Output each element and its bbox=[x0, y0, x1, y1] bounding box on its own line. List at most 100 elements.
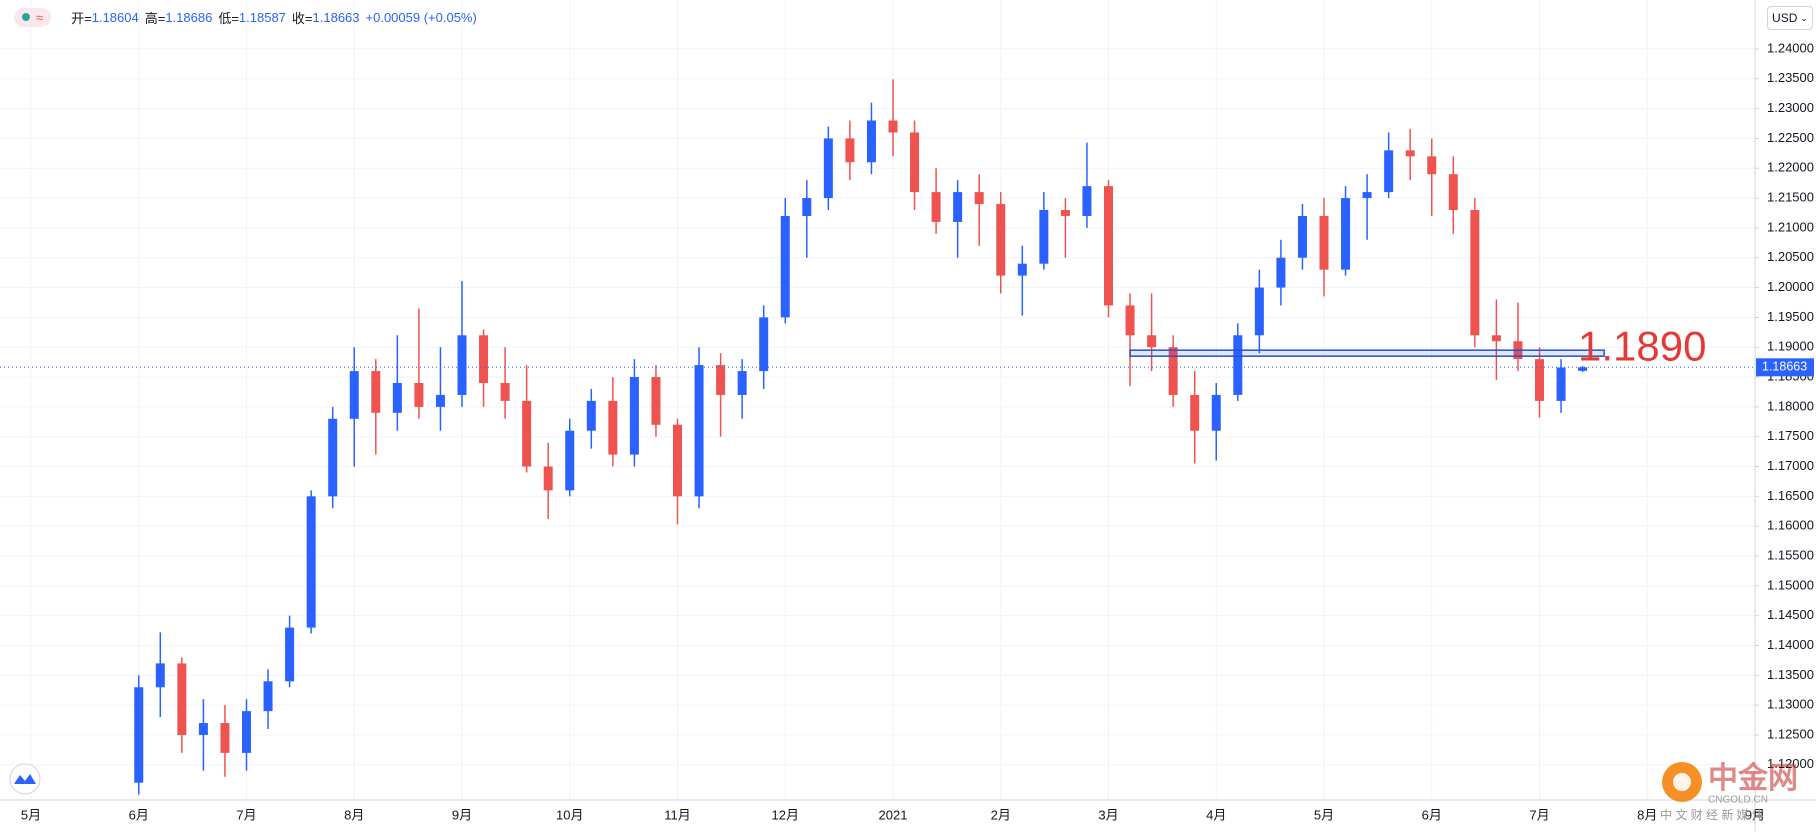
candle-body bbox=[694, 365, 704, 497]
level-box bbox=[1129, 349, 1605, 357]
x-tick-label: 8月 bbox=[1637, 807, 1657, 822]
candle-body bbox=[1168, 347, 1178, 395]
ohlc-value: 1.18587 bbox=[238, 9, 286, 25]
candle-body bbox=[220, 723, 230, 753]
candle-body bbox=[716, 365, 726, 395]
y-tick-label: 1.21500 bbox=[1767, 189, 1814, 204]
candle-body bbox=[543, 466, 553, 491]
watermark-logo-inner bbox=[1673, 773, 1691, 791]
y-tick-label: 1.15500 bbox=[1767, 547, 1814, 562]
watermark: 中金网 CNGOLD.CN 中 文 财 经 新 媒 体 bbox=[1660, 761, 1798, 822]
x-tick-label: 2021 bbox=[879, 807, 908, 822]
watermark-title: 中金网 bbox=[1708, 761, 1798, 795]
ohlc-value: 1.18663 bbox=[312, 9, 360, 25]
change-value: +0.00059 (+0.05%) bbox=[365, 9, 477, 25]
candle-body bbox=[780, 215, 790, 318]
x-tick-label: 2月 bbox=[991, 807, 1011, 822]
x-tick-label: 11月 bbox=[664, 807, 691, 822]
candle-body bbox=[328, 418, 338, 497]
candle-body bbox=[1233, 335, 1243, 395]
candle-body bbox=[1211, 394, 1221, 431]
candle-body bbox=[1017, 263, 1027, 276]
candle-body bbox=[414, 382, 424, 407]
candle-body bbox=[177, 663, 187, 735]
candle-body bbox=[1535, 359, 1544, 401]
candle-body bbox=[134, 687, 144, 783]
candle-body bbox=[1319, 215, 1329, 270]
currency-select[interactable]: USD ⌄ bbox=[1767, 6, 1813, 30]
tv-logo-circle[interactable] bbox=[9, 763, 41, 795]
currency-label: USD bbox=[1772, 11, 1798, 25]
candle-body bbox=[1341, 198, 1351, 270]
y-tick-label: 1.22500 bbox=[1767, 130, 1814, 145]
candle-body bbox=[198, 723, 208, 735]
candle-body bbox=[565, 430, 575, 491]
candle-body bbox=[608, 400, 618, 455]
candle-body bbox=[1362, 192, 1372, 199]
ohlc-label: 高= bbox=[144, 10, 166, 26]
y-tick-label: 1.14000 bbox=[1767, 637, 1814, 652]
candle-body bbox=[285, 627, 295, 682]
grid bbox=[0, 0, 1756, 800]
axes: 1.12000 1.12500 1.13000 1.13500 1.14000 1.145… bbox=[21, 40, 1814, 822]
status-pill[interactable]: ≈ bbox=[14, 7, 52, 27]
candle-body bbox=[522, 400, 532, 467]
y-tick-label: 1.17500 bbox=[1767, 428, 1814, 443]
candle-body bbox=[1190, 394, 1200, 431]
candle-body bbox=[1082, 186, 1092, 216]
candle-body bbox=[802, 198, 812, 216]
candle-body bbox=[737, 371, 747, 395]
y-tick-label: 1.16500 bbox=[1767, 488, 1814, 503]
candle-body bbox=[1491, 335, 1501, 342]
y-tick-label: 1.14500 bbox=[1767, 607, 1814, 622]
candle-body bbox=[1039, 209, 1049, 264]
candle-body bbox=[1578, 367, 1588, 371]
x-tick-label: 9月 bbox=[1745, 807, 1765, 822]
candle-body bbox=[371, 371, 381, 413]
candle-body bbox=[349, 371, 359, 419]
plot-area bbox=[0, 79, 1755, 795]
candle-body bbox=[242, 711, 251, 753]
candle-body bbox=[974, 192, 984, 205]
candle-body bbox=[479, 335, 489, 383]
x-tick-label: 3月 bbox=[1098, 807, 1118, 822]
y-tick-label: 1.19000 bbox=[1767, 339, 1814, 354]
x-tick-label: 10月 bbox=[556, 807, 583, 822]
y-tick-label: 1.23500 bbox=[1767, 70, 1814, 85]
candle-body bbox=[1104, 186, 1113, 306]
x-tick-label: 5月 bbox=[1314, 807, 1334, 822]
y-tick-label: 1.15000 bbox=[1767, 577, 1814, 592]
status-dot bbox=[22, 13, 30, 21]
tv-logo-icon bbox=[14, 774, 36, 784]
candle-body bbox=[888, 120, 898, 133]
status-icon: ≈ bbox=[36, 9, 44, 25]
x-tick-label: 6月 bbox=[1422, 807, 1442, 822]
y-tick-label: 1.23000 bbox=[1767, 100, 1814, 115]
candle-body bbox=[953, 192, 963, 222]
legend-header: ≈ 开= 1.18604 高= 1.18686 低= 1.18587 收= 1.18663 +0… bbox=[14, 6, 477, 28]
x-tick-label: 8月 bbox=[344, 807, 364, 822]
candle-body bbox=[306, 496, 316, 628]
ohlc-value: 1.18686 bbox=[165, 9, 213, 25]
tv-logo[interactable] bbox=[9, 763, 41, 795]
y-tick-label: 1.13500 bbox=[1767, 667, 1814, 682]
watermark-site: CNGOLD.CN bbox=[1708, 795, 1768, 806]
candle-body bbox=[155, 663, 165, 688]
candle-body bbox=[1470, 209, 1480, 336]
x-tick-label: 7月 bbox=[236, 807, 256, 822]
currency-caret: ⌄ bbox=[1800, 12, 1808, 23]
candle-body bbox=[759, 317, 769, 372]
candle-body bbox=[1147, 335, 1157, 348]
y-tick-label: 1.22000 bbox=[1767, 160, 1814, 175]
ohlc-label: 低= bbox=[218, 10, 239, 26]
candle-body bbox=[586, 400, 596, 431]
y-tick-label: 1.20500 bbox=[1767, 249, 1814, 264]
x-tick-label: 5月 bbox=[21, 807, 41, 822]
candle-body bbox=[1405, 150, 1415, 157]
x-tick-label: 6月 bbox=[129, 807, 149, 822]
y-tick-label: 1.19500 bbox=[1767, 309, 1814, 324]
x-tick-label: 9月 bbox=[452, 807, 472, 822]
candle-body bbox=[1297, 215, 1307, 258]
level-label: 1.1890 bbox=[1578, 322, 1706, 369]
